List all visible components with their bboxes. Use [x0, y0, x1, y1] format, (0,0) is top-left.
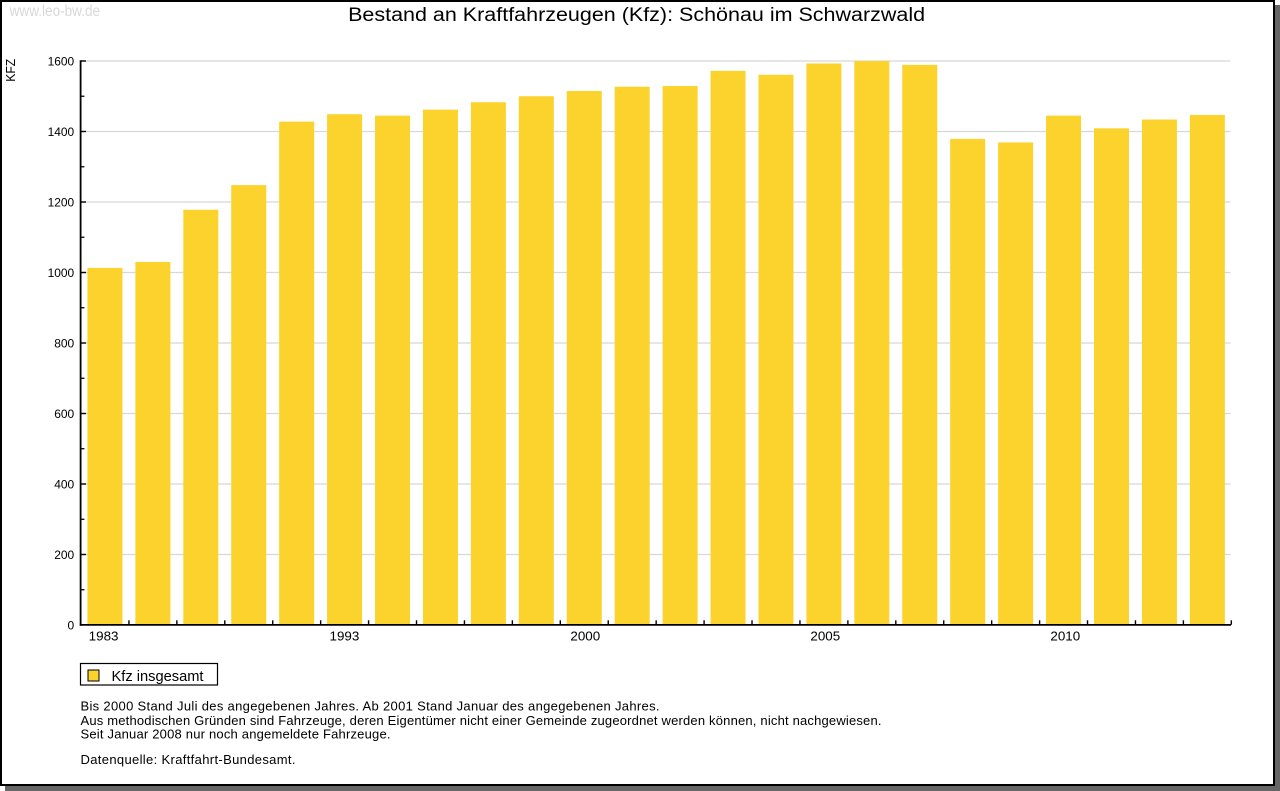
svg-text:0: 0 [68, 618, 75, 632]
svg-text:Aus methodischen Gründen sind: Aus methodischen Gründen sind Fahrzeuge,… [81, 713, 882, 728]
svg-text:200: 200 [54, 548, 74, 562]
svg-text:Datenquelle: Kraftfahrt-Bundes: Datenquelle: Kraftfahrt-Bundesamt. [81, 752, 296, 767]
svg-text:Seit Januar 2008 nur noch ange: Seit Januar 2008 nur noch angemeldete Fa… [81, 727, 391, 742]
svg-text:KFZ: KFZ [3, 59, 18, 82]
svg-text:2010: 2010 [1050, 629, 1080, 644]
svg-text:2005: 2005 [810, 629, 840, 644]
svg-text:1983: 1983 [89, 629, 119, 644]
svg-text:1600: 1600 [48, 54, 75, 68]
svg-text:400: 400 [54, 477, 74, 491]
svg-text:Kfz insgesamt: Kfz insgesamt [112, 668, 205, 685]
svg-text:Bis 2000 Stand Juli des angege: Bis 2000 Stand Juli des angegebenen Jahr… [81, 699, 660, 714]
svg-text:www.leo-bw.de: www.leo-bw.de [9, 3, 100, 20]
svg-text:1000: 1000 [48, 266, 75, 280]
svg-text:1200: 1200 [48, 195, 75, 209]
svg-text:800: 800 [54, 336, 74, 350]
svg-text:1993: 1993 [330, 629, 360, 644]
svg-text:600: 600 [54, 407, 74, 421]
svg-text:2000: 2000 [570, 629, 600, 644]
svg-text:Bestand an Kraftfahrzeugen (Kf: Bestand an Kraftfahrzeugen (Kfz): Schöna… [348, 5, 925, 26]
svg-text:1400: 1400 [48, 125, 75, 139]
